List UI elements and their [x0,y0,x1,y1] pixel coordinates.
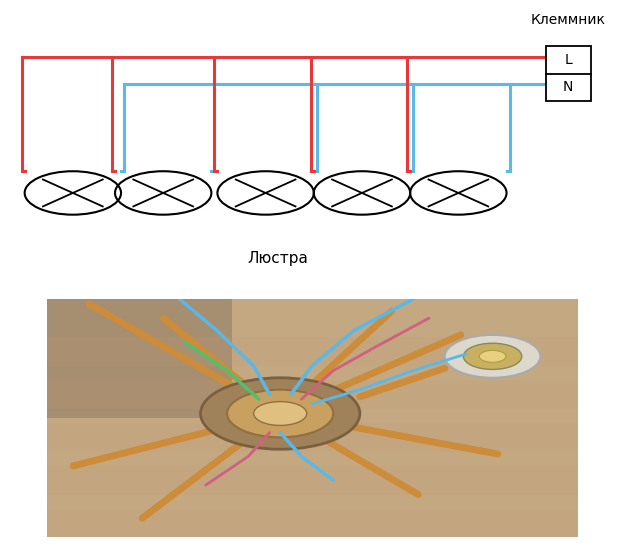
Text: N: N [563,80,573,94]
Circle shape [463,343,522,370]
FancyBboxPatch shape [47,299,232,418]
Text: Люстра: Люстра [247,252,308,266]
Circle shape [201,378,360,449]
Circle shape [479,350,506,362]
FancyBboxPatch shape [47,337,578,366]
FancyBboxPatch shape [47,299,578,537]
FancyBboxPatch shape [546,47,591,101]
FancyBboxPatch shape [47,466,578,495]
Text: Клеммник: Клеммник [531,13,606,27]
FancyBboxPatch shape [47,423,578,452]
Circle shape [445,335,540,378]
Circle shape [227,389,333,437]
FancyBboxPatch shape [47,509,578,537]
Text: L: L [564,53,572,67]
FancyBboxPatch shape [47,380,578,409]
Circle shape [253,402,307,425]
